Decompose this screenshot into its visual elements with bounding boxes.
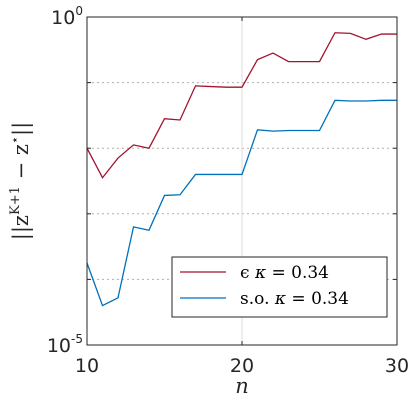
legend-label-series-2: s.o. κ = 0.34 xyxy=(240,289,349,309)
ylabel-superscript: K+1 xyxy=(8,186,23,215)
legend-label-series-1: ϵ κ = 0.34 xyxy=(240,263,329,283)
legend: ϵ κ = 0.34 s.o. κ = 0.34 xyxy=(171,256,388,318)
y-tick-label: 10-5 xyxy=(47,332,83,357)
series-line-2 xyxy=(86,99,397,307)
x-axis-label: n xyxy=(235,374,249,398)
ylabel-z1: z xyxy=(9,215,33,226)
series-layer xyxy=(86,32,397,307)
x-tick-label: 30 xyxy=(385,355,408,377)
ylabel-minus: − xyxy=(9,155,33,186)
series-line-1 xyxy=(86,32,397,179)
ylabel-norm-open: || xyxy=(9,226,34,240)
y-tick-label: 100 xyxy=(51,4,83,29)
x-tick-label: 10 xyxy=(75,355,99,377)
ylabel-star: ⋆ xyxy=(8,136,23,144)
ylabel-z2: z xyxy=(9,144,33,155)
tick-labels: 10 20 30 100 10-5 xyxy=(47,4,408,377)
y-axis-label: ||zK+1 − z⋆|| xyxy=(8,122,34,240)
x-tick-label: 20 xyxy=(230,355,254,377)
ylabel-norm-close: || xyxy=(9,122,34,136)
svg-text:||zK+1 − z⋆||: ||zK+1 − z⋆|| xyxy=(8,122,34,240)
legend-box xyxy=(171,256,388,318)
axis-ticks xyxy=(86,16,398,346)
